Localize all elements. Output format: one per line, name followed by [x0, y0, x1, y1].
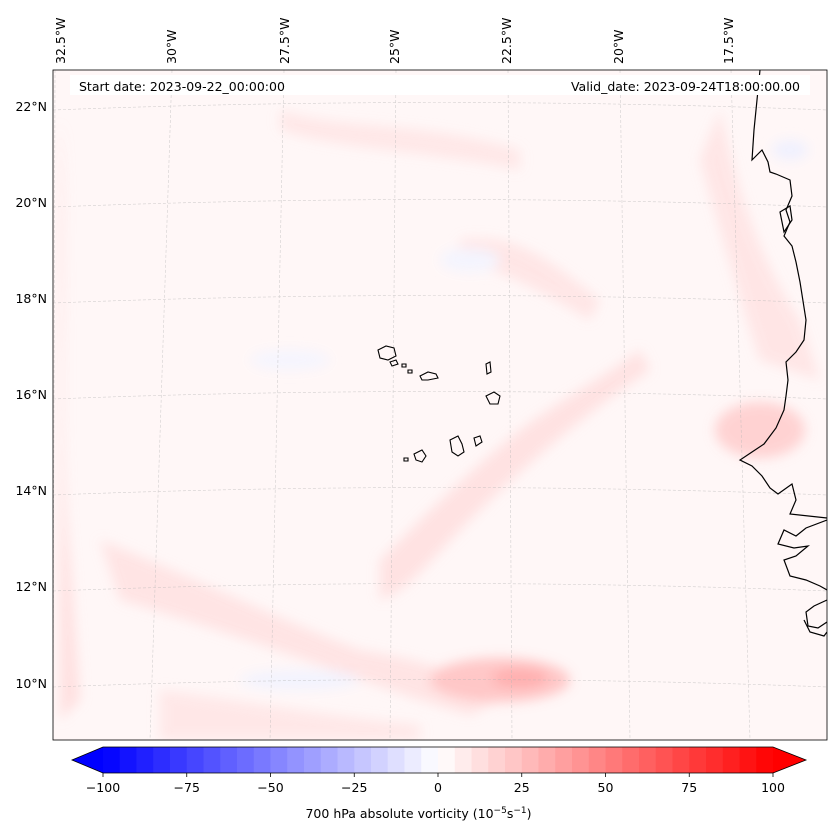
colorbar-segment: [320, 747, 339, 773]
colorbar-segment: [739, 747, 757, 773]
colorbar-tick-label: 75: [681, 780, 697, 795]
colorbar-segment: [672, 747, 690, 773]
colorbar-segment: [170, 747, 188, 773]
colorbar-segment: [521, 747, 540, 773]
colorbar-segment: [136, 747, 154, 773]
lon-label: 32.5°W: [53, 18, 68, 64]
map-frame: [52, 69, 828, 741]
colorbar-segment: [605, 747, 623, 773]
colorbar-tick-label: −100: [86, 780, 120, 795]
colorbar-segment: [387, 747, 406, 773]
colorbar-tick-label: 100: [761, 780, 785, 795]
colorbar-segment: [119, 747, 138, 773]
colorbar-segment: [572, 747, 590, 773]
colorbar-segment: [337, 747, 355, 773]
lat-label: 10°N: [15, 676, 47, 691]
lon-label: 27.5°W: [277, 18, 292, 64]
colorbar-segment: [220, 747, 238, 773]
colorbar-segment: [253, 747, 272, 773]
valid-date: Valid_date: 2023-09-24T18:00:00.00: [571, 79, 800, 94]
colorbar-segment: [454, 747, 473, 773]
colorbar-segment: [404, 747, 422, 773]
vorticity-field: [60, 110, 820, 740]
lat-label: 14°N: [15, 483, 47, 498]
colorbar-tick-label: 50: [598, 780, 614, 795]
colorbar-title: 700 hPa absolute vorticity (10−5s−1): [305, 806, 532, 822]
colorbar-segment: [304, 747, 322, 773]
colorbar-segment: [438, 747, 456, 773]
colorbar-tick-label: −50: [257, 780, 283, 795]
colorbar-segment: [689, 747, 707, 773]
colorbar-tick-label: −75: [174, 780, 200, 795]
map-panel: [53, 70, 827, 740]
colorbar-segment: [722, 747, 741, 773]
lon-label: 20°W: [611, 29, 626, 64]
colorbar-segment: [103, 747, 121, 773]
colorbar-segment: [488, 747, 506, 773]
colorbar-segment: [203, 747, 221, 773]
lat-label: 18°N: [15, 291, 47, 306]
colorbar-segment: [287, 747, 305, 773]
colorbar-segment: [237, 747, 255, 773]
colorbar-segment: [655, 747, 674, 773]
colorbar-segment: [421, 747, 439, 773]
lon-label: 30°W: [164, 29, 179, 64]
gridlines: [53, 70, 827, 740]
lon-labels: 32.5°W 30°W 27.5°W 25°W 22.5°W 20°W 17.5…: [53, 18, 736, 64]
colorbar-extend-high: [773, 747, 806, 773]
colorbar-segment: [555, 747, 573, 773]
colorbar-segment: [270, 747, 288, 773]
start-date: Start date: 2023-09-22_00:00:00: [79, 79, 285, 94]
colorbar-segment: [186, 747, 205, 773]
colorbar-segment: [756, 747, 774, 773]
lat-label: 12°N: [15, 579, 47, 594]
lon-label: 22.5°W: [499, 18, 514, 64]
header-box: [70, 75, 810, 95]
colorbar-segment: [153, 747, 171, 773]
lat-label: 16°N: [15, 387, 47, 402]
colorbar-segment: [639, 747, 657, 773]
colorbar: [70, 746, 808, 774]
colorbar-tick-label: 0: [434, 780, 442, 795]
cape-verde-islands: [377, 345, 501, 463]
colorbar-segment: [471, 747, 489, 773]
colorbar-tick-label: −25: [341, 780, 367, 795]
colorbar-segment: [538, 747, 556, 773]
colorbar-segment: [588, 747, 607, 773]
colorbar-segment: [505, 747, 523, 773]
lat-labels: 22°N 20°N 18°N 16°N 14°N 12°N 10°N: [15, 99, 47, 691]
colorbar-segment: [706, 747, 724, 773]
colorbar-ticks: −100 −75 −50 −25 0 25 50 75 100: [86, 773, 785, 795]
lon-label: 25°W: [387, 29, 402, 64]
colorbar-tick-label: 25: [514, 780, 530, 795]
lat-label: 22°N: [15, 99, 47, 114]
colorbar-segment: [354, 747, 372, 773]
colorbar-extend-low: [72, 747, 103, 773]
lon-label: 17.5°W: [721, 18, 736, 64]
lat-label: 20°N: [15, 195, 47, 210]
colorbar-segment: [371, 747, 389, 773]
coastline: [738, 70, 827, 637]
colorbar-segment: [622, 747, 640, 773]
